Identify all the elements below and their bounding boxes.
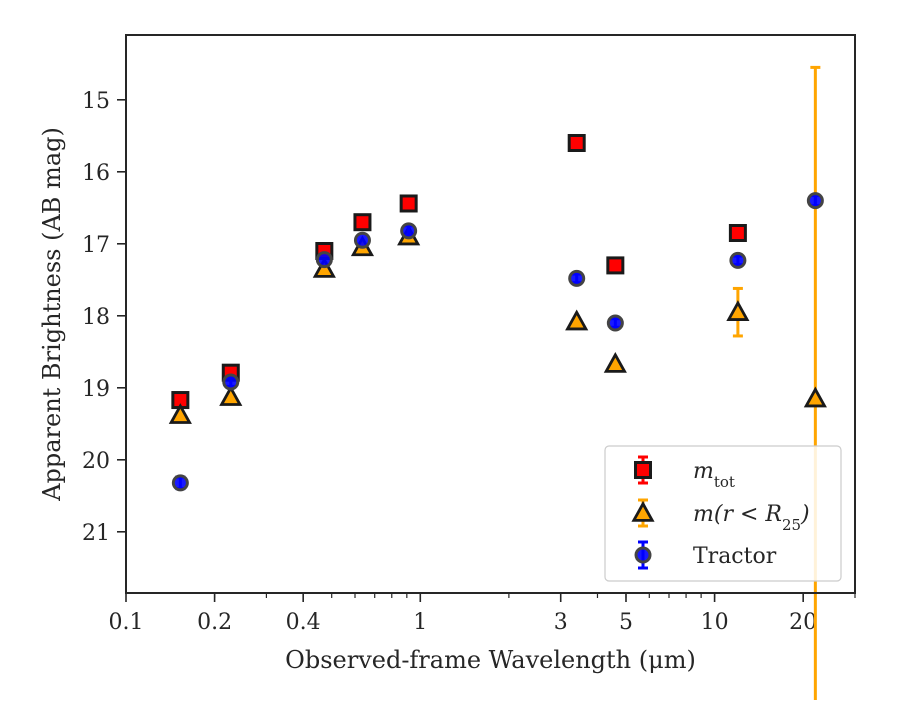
series-circle [171,192,824,492]
x-tick-label: 10 [701,610,729,635]
triangle-point [803,386,827,408]
legend-label-subscript: tot [714,473,735,491]
square-point [606,256,625,275]
legend-circle-marker [634,546,652,564]
y-tick-label: 18 [82,305,110,330]
y-tick-label: 15 [82,89,110,114]
x-tick-label: 0.2 [197,610,232,635]
data-marks [168,65,827,705]
circle-point [222,373,240,391]
x-tick-label: 1 [413,610,427,635]
axis-ticks: 0.1 0.2 0.4 1 3 5 10 20 15 16 17 18 19 20 21 [82,89,856,635]
circle-point [315,251,333,269]
circle-point [729,251,747,269]
y-tick-label: 17 [82,233,110,258]
legend-label-subscript: 25 [782,516,801,534]
x-tick-label: 20 [789,610,817,635]
circle-point [353,231,371,249]
x-tick-label: 3 [554,610,568,635]
triangle-point [168,403,192,424]
circle-point [171,474,189,492]
circle-point [806,192,824,210]
legend-label-suffix: ) [800,502,810,527]
legend-square-marker [634,461,652,479]
legend-label: Tractor [693,544,777,569]
x-tick-label: 0.1 [109,610,144,635]
circle-point [568,269,586,287]
legend-box [604,445,842,582]
series-triangle [168,65,827,705]
y-tick-label: 16 [82,161,110,186]
square-point [399,194,418,213]
triangle-point [565,309,589,331]
triangle-point [219,385,243,406]
x-axis-label: Observed-frame Wavelength (μm) [285,646,696,674]
y-tick-label: 20 [82,449,110,474]
circle-point [606,314,624,332]
y-axis-label: Apparent Brightness (AB mag) [38,127,66,502]
triangle-point [603,351,627,373]
legend-label: mtot [693,459,735,491]
legend-triangle-marker [631,500,655,522]
legend-label-main: m(r < R [693,502,782,527]
legend-label-main: m [693,459,714,484]
legend-label-main: Tractor [693,544,777,569]
triangle-point [726,300,750,321]
y-tick-label: 19 [82,377,110,402]
square-point [728,224,747,242]
square-point [567,134,586,152]
circle-point [400,222,418,240]
square-point [353,213,372,232]
x-tick-label: 5 [619,610,633,635]
x-tick-label: 0.4 [286,610,321,635]
plot-frame [125,34,856,594]
legend-label: m(r < R25) [693,502,810,534]
legend: mtot m(r < R25) Tractor [604,445,842,582]
y-tick-label: 21 [82,521,110,546]
